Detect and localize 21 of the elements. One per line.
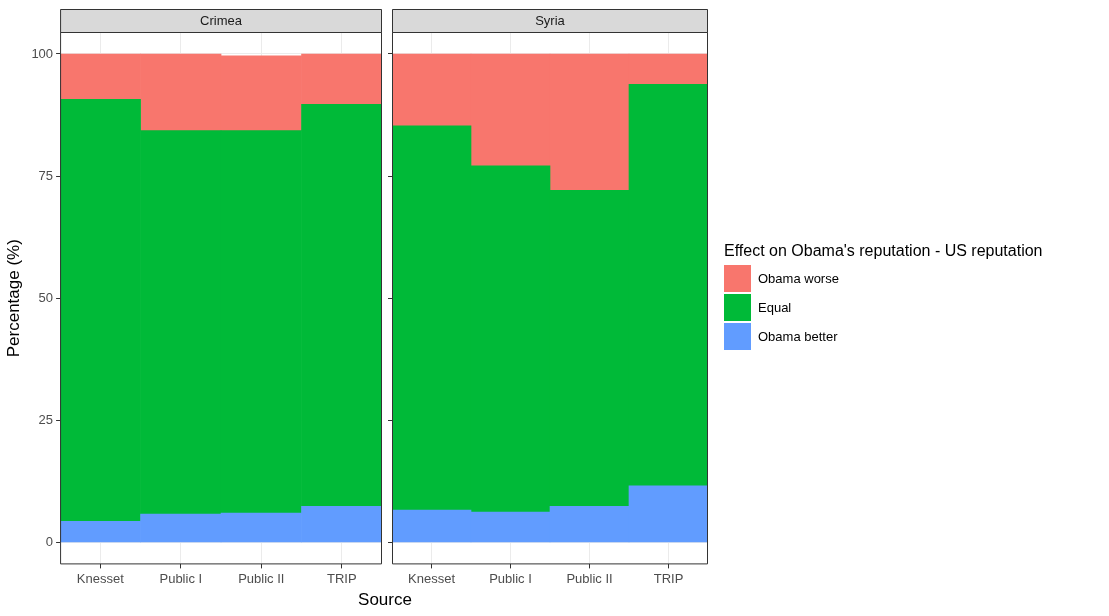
legend-label: Obama worse bbox=[758, 271, 839, 286]
y-tick-label: 75 bbox=[38, 167, 54, 183]
y-axis-title: Percentage (%) bbox=[3, 239, 23, 358]
chart-title: Syria bbox=[535, 12, 566, 28]
legend-title: Effect on Obama's reputation - US reputation bbox=[724, 242, 1043, 260]
x-tick-label: Public II bbox=[238, 570, 285, 586]
x-tick-label: TRIP bbox=[326, 570, 357, 586]
y-tick-label: 100 bbox=[31, 45, 54, 61]
x-tick-label: Public II bbox=[566, 570, 613, 586]
x-axis-title: Source bbox=[357, 590, 413, 610]
x-tick-label: Knesset bbox=[76, 570, 125, 586]
chart-title: Crimea bbox=[200, 12, 243, 28]
legend-label: Obama better bbox=[758, 329, 838, 344]
y-tick-label: 25 bbox=[38, 411, 54, 427]
legend-label: Equal bbox=[758, 300, 792, 315]
y-tick-label: 50 bbox=[38, 289, 54, 305]
x-tick-label: TRIP bbox=[653, 570, 684, 586]
x-tick-label: Public I bbox=[159, 570, 203, 586]
y-tick-label: 0 bbox=[45, 534, 54, 549]
x-tick-label: Public I bbox=[489, 570, 532, 586]
x-tick-label: Knesset bbox=[408, 570, 456, 586]
